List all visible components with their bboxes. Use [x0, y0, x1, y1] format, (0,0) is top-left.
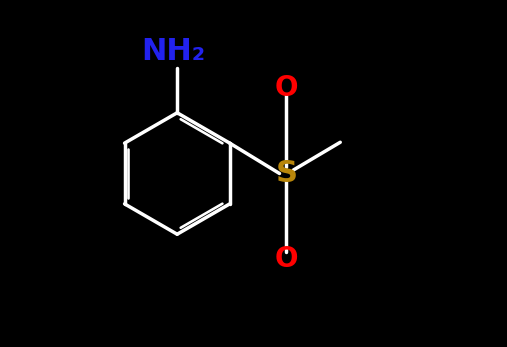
- Text: O: O: [275, 75, 298, 102]
- Text: O: O: [275, 245, 298, 272]
- Text: S: S: [275, 159, 298, 188]
- Text: NH₂: NH₂: [141, 37, 206, 66]
